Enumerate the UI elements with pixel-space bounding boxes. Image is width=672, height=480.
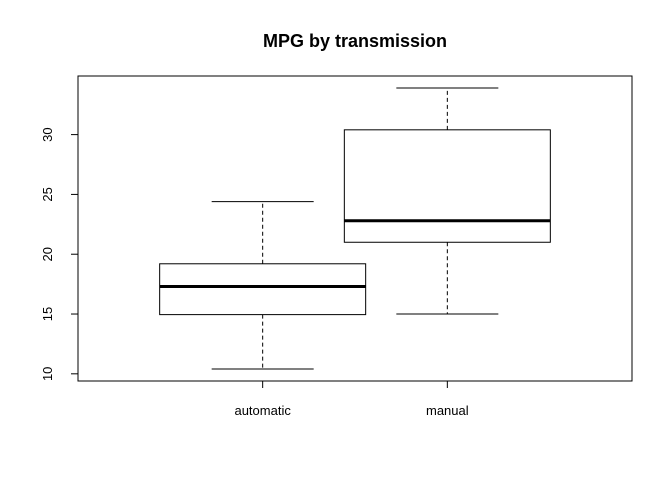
x-axis: automatic manual <box>234 381 469 418</box>
chart-title: MPG by transmission <box>263 31 447 51</box>
iqr-box <box>159 263 367 316</box>
y-tick-label: 15 <box>40 307 55 321</box>
y-tick-label: 25 <box>40 187 55 201</box>
x-tick-label: automatic <box>234 403 291 418</box>
box-manual <box>343 87 551 315</box>
x-tick-label: manual <box>426 403 469 418</box>
iqr-box <box>343 129 551 243</box>
box-automatic <box>159 201 367 370</box>
y-tick-label: 30 <box>40 127 55 141</box>
y-axis: 10 15 20 25 30 <box>40 127 79 381</box>
y-tick-label: 10 <box>40 367 55 381</box>
boxes <box>159 87 551 370</box>
y-tick-label: 20 <box>40 247 55 261</box>
